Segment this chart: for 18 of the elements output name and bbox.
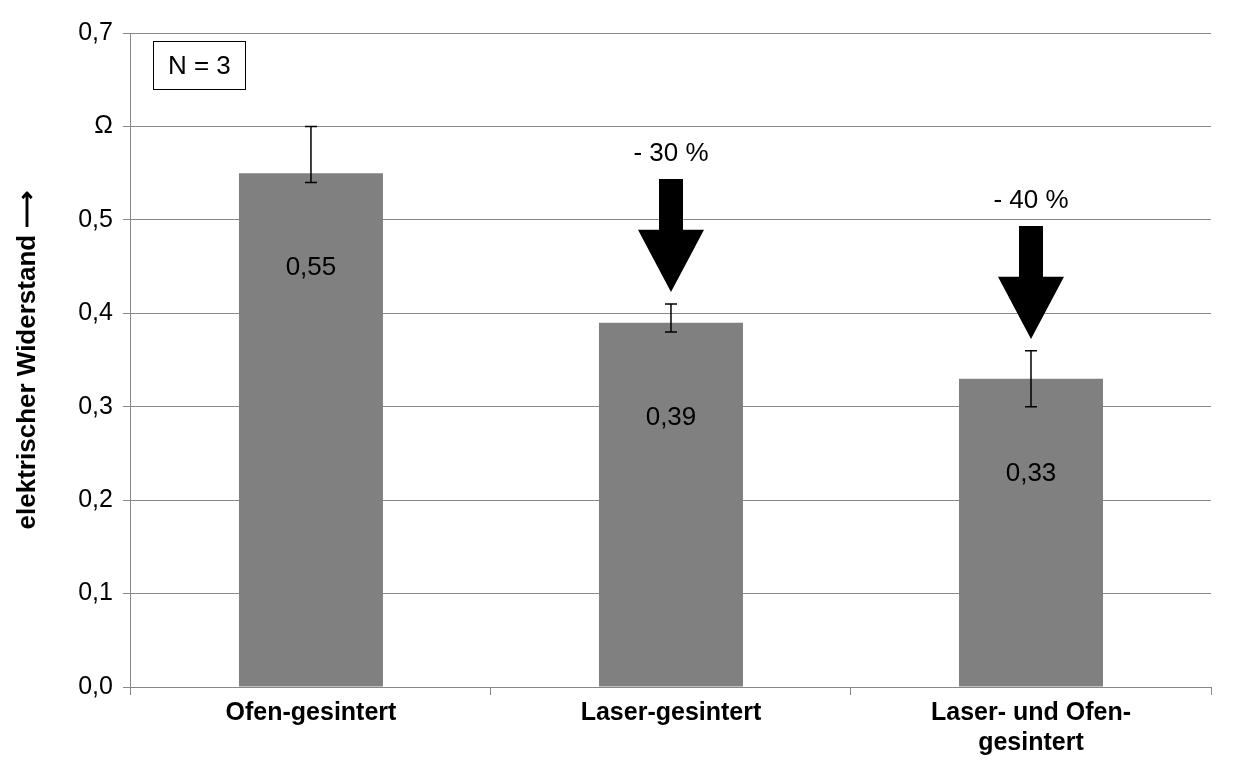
y-tick-label: 0,5 — [78, 203, 113, 232]
x-tick-label: Ofen-gesintert — [225, 696, 398, 725]
annotation: - 30 % — [633, 137, 709, 168]
y-tick-label: 0,7 — [78, 16, 113, 45]
y-axis-title: elektrischer Widerstand ⟶ — [10, 190, 41, 530]
y-tick-label: Ω — [94, 110, 113, 139]
x-tick-label: Laser-gesintert — [580, 696, 762, 725]
x-tick-label: Laser- und Ofen-gesintert — [930, 696, 1131, 755]
y-tick-label: 0,0 — [78, 670, 113, 699]
y-tick-label: 0,1 — [78, 577, 113, 606]
annotation: - 40 % — [993, 183, 1069, 214]
y-tick-label: 0,2 — [78, 484, 113, 513]
data-label: 0,39 — [645, 400, 697, 431]
data-label: 0,55 — [285, 251, 337, 282]
data-label: 0,33 — [1005, 456, 1057, 487]
annotation: N = 3 — [152, 41, 246, 90]
y-tick-label: 0,4 — [78, 297, 114, 326]
y-tick-label: 0,3 — [78, 390, 113, 419]
